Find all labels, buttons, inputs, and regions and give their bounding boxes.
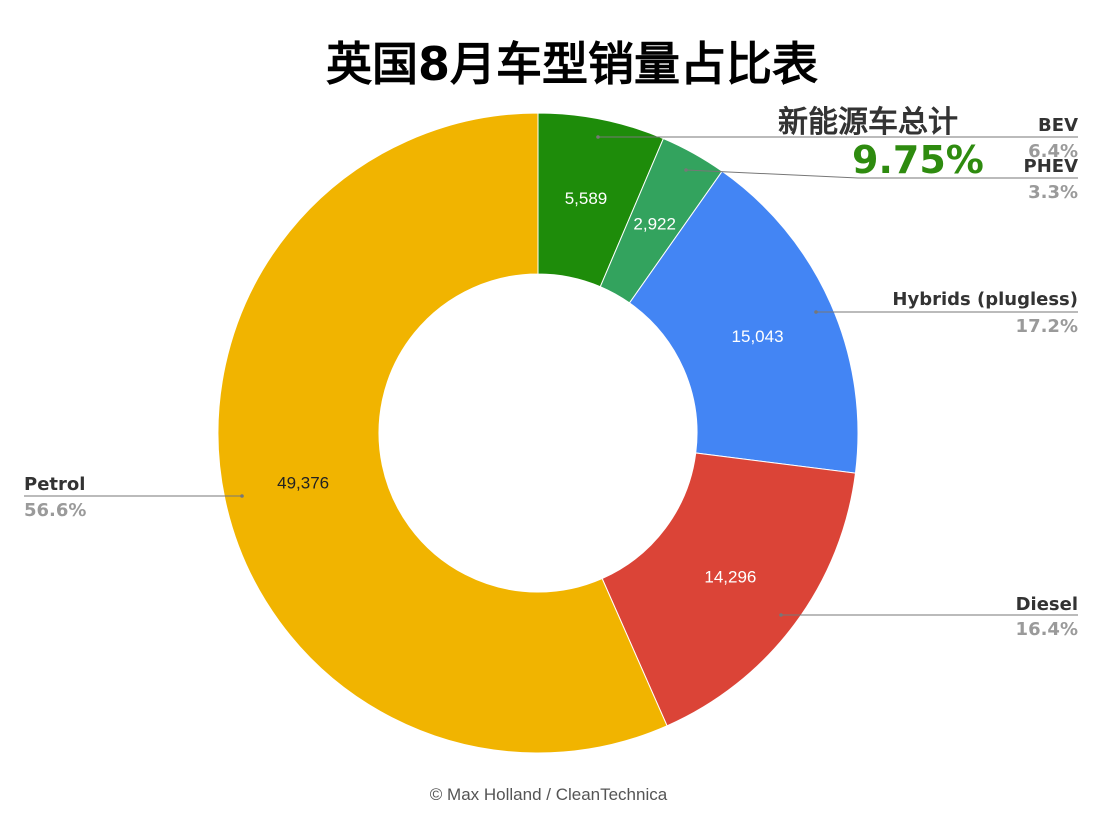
legend-label-petrol: Petrol — [24, 474, 85, 495]
chart-title: 英国8月车型销量占比表 — [325, 37, 818, 91]
leader-lines — [24, 135, 1078, 617]
slice-diesel — [601, 452, 857, 727]
legend-label-phev: PHEV — [1024, 156, 1079, 177]
value-label-phev: 2,922 — [633, 214, 676, 233]
donut-slices — [217, 112, 859, 754]
chart-credit: © Max Holland / CleanTechnica — [429, 785, 668, 804]
legend-percent-bev: 6.4% — [1028, 141, 1078, 162]
leader-dot-petrol — [240, 494, 244, 498]
nev-caption: 新能源车总计 — [778, 105, 958, 140]
legend-label-bev: BEV — [1038, 115, 1078, 136]
value-label-hybrids-plugless: 15,043 — [732, 327, 784, 346]
value-label-bev: 5,589 — [565, 189, 608, 208]
slice-hybrids-plugless — [628, 170, 859, 474]
legend-label-hybrids-plugless: Hybrids (plugless) — [892, 289, 1078, 310]
legend-percent-hybrids-plugless: 17.2% — [1016, 316, 1078, 337]
value-labels: 5,589 2,922 15,043 14,296 49,376 — [277, 189, 783, 587]
leader-dot-diesel — [779, 613, 783, 617]
value-label-petrol: 49,376 — [277, 473, 329, 492]
legend-percent-phev: 3.3% — [1028, 182, 1078, 203]
nev-total-percent: 9.75% — [852, 138, 984, 182]
leader-dot-bev — [596, 135, 600, 139]
leader-line-phev — [685, 169, 1078, 179]
leader-dot-hybrids-plugless — [814, 310, 818, 314]
slice-petrol — [217, 112, 668, 754]
legend-label-diesel: Diesel — [1016, 594, 1078, 615]
slice-legend-labels: BEV 6.4%PHEV 3.3% Hybrids (plugless) 17.2% Di… — [24, 115, 1078, 640]
legend-percent-petrol: 56.6% — [24, 500, 86, 521]
legend-percent-diesel: 16.4% — [1016, 619, 1078, 640]
value-label-diesel: 14,296 — [704, 567, 756, 586]
leader-dot-phev — [684, 168, 688, 172]
